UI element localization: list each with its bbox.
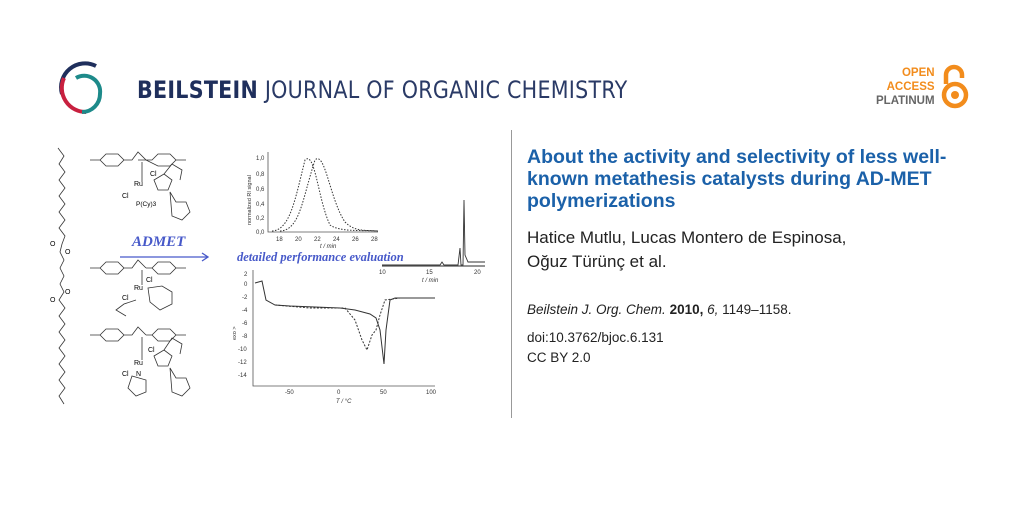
authors-line: Oğuz Türünç et al. xyxy=(527,252,667,271)
graphical-abstract: O O O O Ru Cl Cl P(Cy)3 Ru Cl Cl Ru Cl C… xyxy=(50,147,485,405)
chem-label: Cl xyxy=(148,347,155,354)
open-lock-icon xyxy=(941,64,969,109)
dsc-ytick: -14 xyxy=(238,373,247,379)
license[interactable]: CC BY 2.0 xyxy=(527,350,591,365)
oa-platinum: PLATINUM xyxy=(876,95,935,107)
hplc-xtick: 15 xyxy=(426,270,433,276)
admet-label: ADMET xyxy=(131,234,186,250)
chem-label: Cl xyxy=(146,277,153,284)
citation-pages: 1149–1158. xyxy=(722,302,792,317)
dsc-ytick: -8 xyxy=(242,334,248,340)
dsc-xtick: 0 xyxy=(337,390,341,396)
authors-line: Hatice Mutlu, Lucas Montero de Espinosa, xyxy=(527,228,847,247)
dsc-ytick: 2 xyxy=(244,272,248,278)
performance-caption: detailed performance evaluation xyxy=(237,250,404,264)
oa-access: ACCESS xyxy=(886,81,935,93)
citation: Beilstein J. Org. Chem. 2010, 6, 1149–11… xyxy=(527,302,791,317)
chem-label: Cl xyxy=(150,171,157,178)
gpc-ytick: 0,8 xyxy=(256,172,265,178)
chem-label: Cl xyxy=(122,295,129,302)
catalyst-2 xyxy=(90,259,186,317)
dsc-xtick: -50 xyxy=(285,390,294,396)
dsc-xtick: 50 xyxy=(380,390,387,396)
dsc-ytick: -2 xyxy=(242,295,248,301)
dsc-ytick: 0 xyxy=(244,282,248,288)
gpc-xtick: 26 xyxy=(352,237,359,243)
gpc-ytick: 0,2 xyxy=(256,216,265,222)
beilstein-logo-icon xyxy=(59,61,103,115)
gpc-ytick: 0,6 xyxy=(256,187,265,193)
gpc-xtick: 28 xyxy=(371,237,378,243)
arrow-icon xyxy=(120,252,210,262)
doi[interactable]: doi:10.3762/bjoc.6.131 xyxy=(527,330,664,345)
oa-open: OPEN xyxy=(901,67,935,79)
authors: Hatice Mutlu, Lucas Montero de Espinosa,… xyxy=(527,226,997,274)
journal-name: BEILSTEIN JOURNAL OF ORGANIC CHEMISTRY xyxy=(137,76,628,104)
dsc-ytick: -10 xyxy=(238,347,247,353)
dsc-ylabel: exo > xyxy=(232,326,238,340)
hplc-xlabel: t / min xyxy=(422,278,439,284)
gpc-ylabel: normalized RI signal xyxy=(247,175,253,225)
hplc-xtick: 20 xyxy=(474,270,481,276)
catalyst-3 xyxy=(90,326,191,397)
gpc-ytick: 0,4 xyxy=(256,202,265,208)
gpc-xtick: 20 xyxy=(295,237,302,243)
gpc-xtick: 22 xyxy=(314,237,321,243)
chem-label: O xyxy=(65,289,71,296)
chem-label: N xyxy=(136,371,141,378)
chem-label: O xyxy=(50,297,56,304)
dsc-xlabel: T / °C xyxy=(336,399,352,405)
journal-name-rest: JOURNAL OF ORGANIC CHEMISTRY xyxy=(264,76,628,104)
gpc-ytick: 1,0 xyxy=(256,156,265,162)
dsc-plot: 2 0 -2 -4 -6 -8 -10 -12 -14 -50 0 50 100… xyxy=(232,270,437,405)
chem-label: Cl xyxy=(122,193,129,200)
hplc-xtick: 10 xyxy=(379,270,386,276)
catalyst-1 xyxy=(90,151,191,221)
chem-label: O xyxy=(65,249,71,256)
chem-label: O xyxy=(50,241,56,248)
dsc-ytick: -12 xyxy=(238,360,247,366)
monomer-chain xyxy=(57,147,66,405)
article-title[interactable]: About the activity and selectivity of le… xyxy=(527,146,947,212)
dsc-xtick: 100 xyxy=(426,390,437,396)
chem-label: Ru xyxy=(134,360,143,367)
open-access-badge: OPEN ACCESS PLATINUM xyxy=(876,66,935,108)
divider xyxy=(511,130,512,418)
gpc-xtick: 18 xyxy=(276,237,283,243)
citation-journal: Beilstein J. Org. Chem. xyxy=(527,302,666,317)
hplc-plot: 10 15 20 t / min xyxy=(379,199,485,284)
gpc-plot: 1,0 0,8 0,6 0,4 0,2 0,0 18 20 22 24 26 2… xyxy=(247,152,378,250)
dsc-ytick: -4 xyxy=(242,308,248,314)
gpc-xtick: 24 xyxy=(333,237,340,243)
journal-name-bold: BEILSTEIN xyxy=(137,76,258,104)
citation-volume: 6, xyxy=(707,302,719,317)
chem-label: Ru xyxy=(134,285,143,292)
chem-label: Cl xyxy=(122,371,129,378)
gpc-xlabel: t / min xyxy=(320,244,337,250)
dsc-ytick: -6 xyxy=(242,321,248,327)
gpc-ytick: 0,0 xyxy=(256,230,265,236)
chem-label: Ru xyxy=(134,181,143,188)
citation-year: 2010, xyxy=(669,302,704,317)
chem-label: P(Cy)3 xyxy=(136,201,157,208)
